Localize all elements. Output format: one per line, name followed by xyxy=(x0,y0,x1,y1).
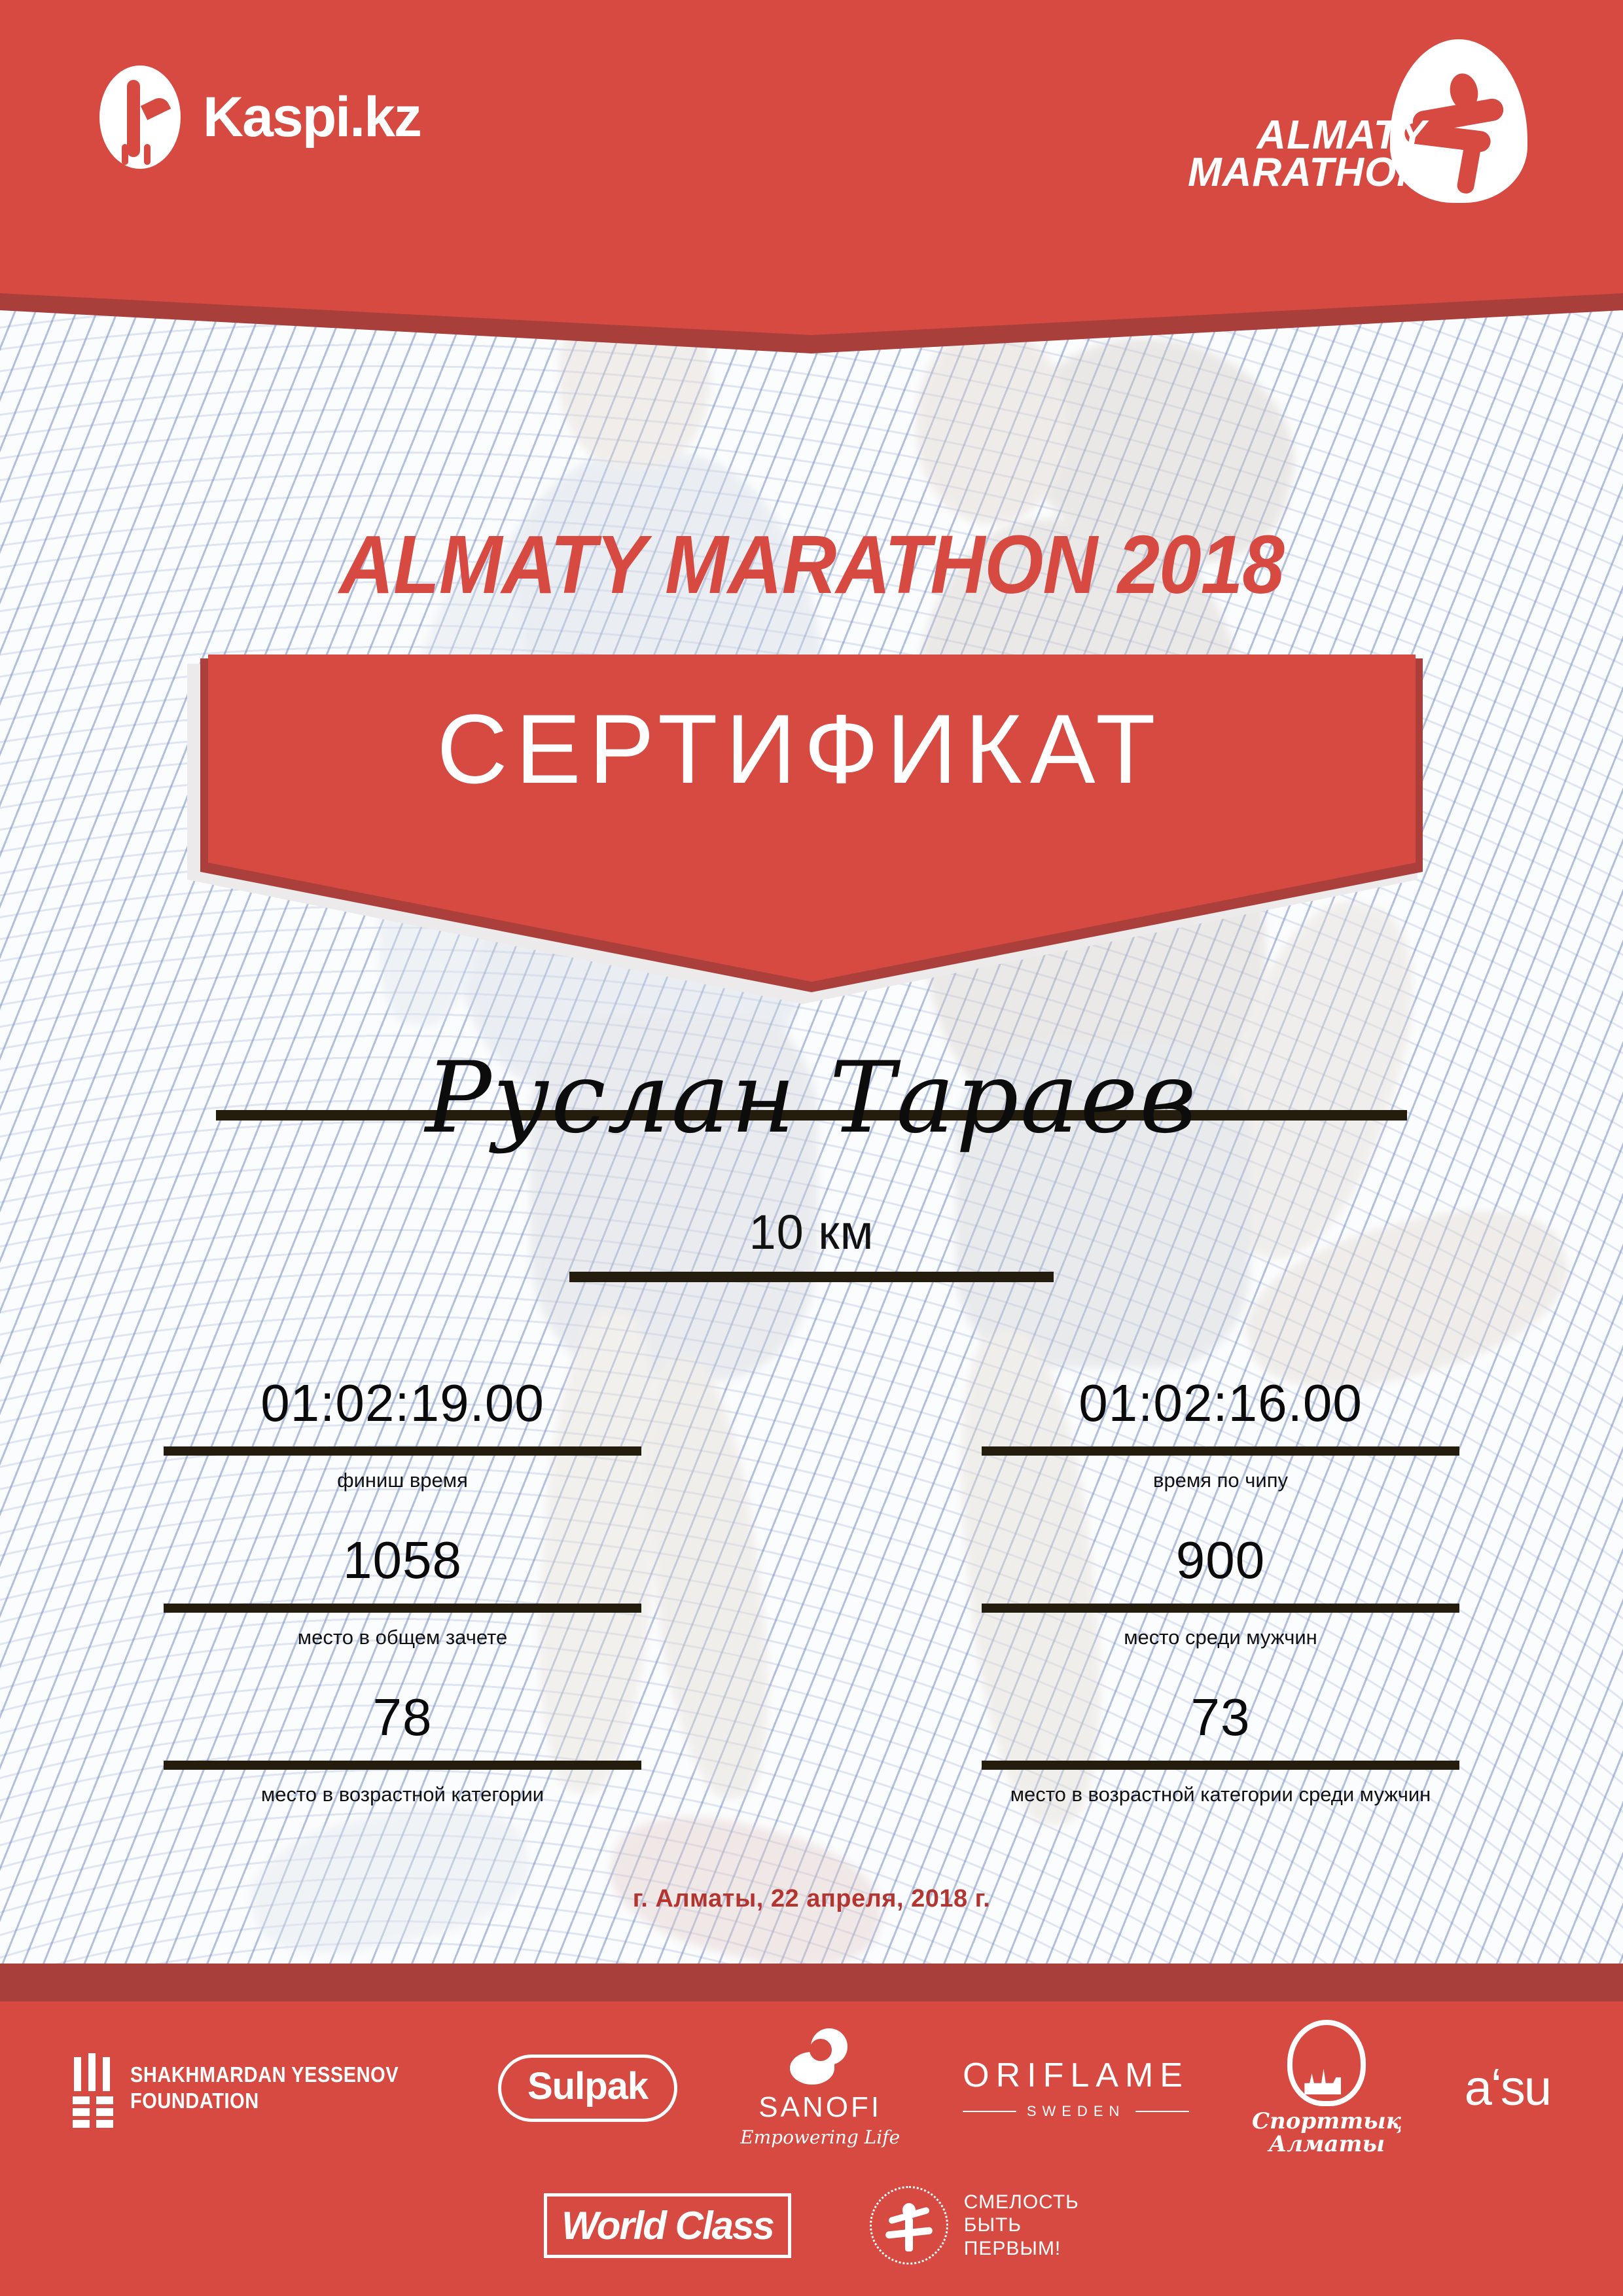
smelost-line2: СМЕЛОСТЬ xyxy=(963,2191,1079,2213)
distance-underline xyxy=(569,1272,1054,1282)
distance-block: 10 км xyxy=(458,1204,1165,1282)
world-class-label: World Class xyxy=(544,2193,791,2258)
result-underline xyxy=(982,1446,1459,1456)
sponsor-yessenov-foundation[interactable]: SHAKHMARDAN YESSENOV FOUNDATION xyxy=(72,2053,435,2128)
result-finish-time: 01:02:19.00 финиш время xyxy=(164,1374,641,1492)
sport-almaty-label: Спорттық Алматы xyxy=(1252,2110,1402,2155)
marathon-logo-line1: ALMATY xyxy=(1257,113,1427,158)
oriflame-left-rule xyxy=(963,2111,1016,2112)
event-headline: ALMATY MARATHON 2018 xyxy=(339,518,1285,611)
sponsor-asu[interactable]: aʻsu xyxy=(1464,2060,1552,2117)
marathon-logo-text: ALMATY MARATHON xyxy=(1165,113,1427,196)
result-overall-place: 1058 место в общем зачете xyxy=(164,1532,641,1649)
results-row: 78 место в возрастной категории 73 место… xyxy=(0,1689,1623,1806)
sport-almaty-line2: Алматы xyxy=(1268,2131,1385,2157)
sanofi-bird-icon xyxy=(790,2028,850,2085)
result-value: 78 xyxy=(372,1688,433,1746)
result-underline xyxy=(164,1604,641,1613)
sanofi-tagline: Empowering Life xyxy=(740,2126,901,2148)
result-chip-time: 01:02:16.00 время по чипу xyxy=(982,1374,1459,1492)
result-value: 900 xyxy=(1175,1531,1266,1589)
smelost-runner-badge-icon xyxy=(869,2186,948,2265)
results-row: 01:02:19.00 финиш время 01:02:16.00 врем… xyxy=(0,1374,1623,1492)
oriflame-sub: SWEDEN xyxy=(963,2103,1190,2120)
footer-divider xyxy=(0,1964,1623,2001)
marathon-runner-icon xyxy=(1390,39,1527,203)
result-label: место в возрастной категории xyxy=(260,1783,544,1806)
yessenov-line2: FOUNDATION xyxy=(130,2089,259,2113)
asu-label: aʻsu xyxy=(1464,2060,1552,2116)
sponsor-sulpak[interactable]: Sulpak xyxy=(498,2054,678,2122)
sport-almaty-emblem-icon xyxy=(1287,2020,1366,2107)
certificate-title: СЕРТИФИКАТ xyxy=(437,694,1164,804)
result-underline xyxy=(982,1604,1459,1613)
participant-name-block: Руслан Тараев xyxy=(216,1047,1407,1150)
sponsor-row-2: World Class СМЕЛОСТЬ БЫТЬ ПЕРВЫМ! xyxy=(0,2173,1623,2278)
yessenov-line1: SHAKHMARDAN YESSENOV xyxy=(130,2062,399,2087)
header-red-shape xyxy=(0,0,1623,335)
result-age-category-men-place: 73 место в возрастной категории среди му… xyxy=(982,1689,1459,1806)
smelost-label: СМЕЛОСТЬ БЫТЬ ПЕРВЫМ! xyxy=(964,2191,1079,2260)
participant-name: Руслан Тараев xyxy=(425,1041,1198,1155)
kaspi-figure-icon xyxy=(99,65,181,169)
result-label: финиш время xyxy=(337,1469,468,1492)
kaspi-legs-icon xyxy=(118,144,164,165)
smelost-line4: ПЕРВЫМ! xyxy=(963,2237,1061,2259)
result-underline xyxy=(164,1761,641,1770)
yessenov-label: SHAKHMARDAN YESSENOV FOUNDATION xyxy=(130,2062,399,2115)
date-and-place: г. Алматы, 22 апреля, 2018 г. xyxy=(632,1885,991,1912)
result-underline xyxy=(982,1761,1459,1770)
sponsor-oriflame[interactable]: ORIFLAME SWEDEN xyxy=(963,2056,1190,2120)
certificate-ribbon: СЕРТИФИКАТ xyxy=(187,655,1427,1004)
yessenov-bars-icon xyxy=(72,2053,113,2128)
oriflame-sublabel: SWEDEN xyxy=(1026,2103,1126,2119)
marathon-logo-line2: MARATHON xyxy=(1187,150,1427,196)
sponsor-smelost-byt-pervym[interactable]: СМЕЛОСТЬ БЫТЬ ПЕРВЫМ! xyxy=(869,2186,1079,2265)
sport-almaty-line1: Спорттық xyxy=(1252,2108,1402,2135)
sponsors-footer: SHAKHMARDAN YESSENOV FOUNDATION Sulpak S… xyxy=(0,1964,1623,2296)
result-label: место среди мужчин xyxy=(1124,1626,1317,1649)
sponsor-sport-almaty[interactable]: Спорттық Алматы xyxy=(1252,2020,1402,2155)
kaspi-logo-text: Kaspi.kz xyxy=(203,85,422,149)
result-value: 1058 xyxy=(343,1531,462,1589)
header-banner: Kaspi.kz ALMATY MARATHON xyxy=(0,0,1623,353)
sponsor-row-1: SHAKHMARDAN YESSENOV FOUNDATION Sulpak S… xyxy=(0,2020,1623,2155)
result-value: 01:02:19.00 xyxy=(260,1374,544,1432)
almaty-marathon-logo[interactable]: ALMATY MARATHON xyxy=(1165,39,1531,236)
oriflame-right-rule xyxy=(1135,2111,1190,2112)
sanofi-label: SANOFI xyxy=(758,2090,882,2123)
result-underline xyxy=(164,1446,641,1456)
oriflame-label: ORIFLAME xyxy=(963,2056,1189,2094)
smelost-line3: БЫТЬ xyxy=(963,2214,1022,2236)
result-label: место в возрастной категории среди мужчи… xyxy=(1010,1783,1431,1806)
result-value: 01:02:16.00 xyxy=(1079,1374,1363,1432)
kaspi-logo[interactable]: Kaspi.kz xyxy=(99,65,422,169)
distance-value: 10 км xyxy=(749,1205,874,1259)
results-grid: 01:02:19.00 финиш время 01:02:16.00 врем… xyxy=(0,1374,1623,1846)
results-row: 1058 место в общем зачете 900 место сред… xyxy=(0,1532,1623,1649)
result-value: 73 xyxy=(1190,1688,1251,1746)
sulpak-label: Sulpak xyxy=(498,2054,678,2122)
result-label: время по чипу xyxy=(1152,1469,1289,1492)
result-men-place: 900 место среди мужчин xyxy=(982,1532,1459,1649)
sponsor-sanofi[interactable]: SANOFI Empowering Life xyxy=(740,2028,900,2148)
result-age-category-place: 78 место в возрастной категории xyxy=(164,1689,641,1806)
sponsor-world-class[interactable]: World Class xyxy=(544,2193,791,2258)
result-label: место в общем зачете xyxy=(297,1626,508,1649)
